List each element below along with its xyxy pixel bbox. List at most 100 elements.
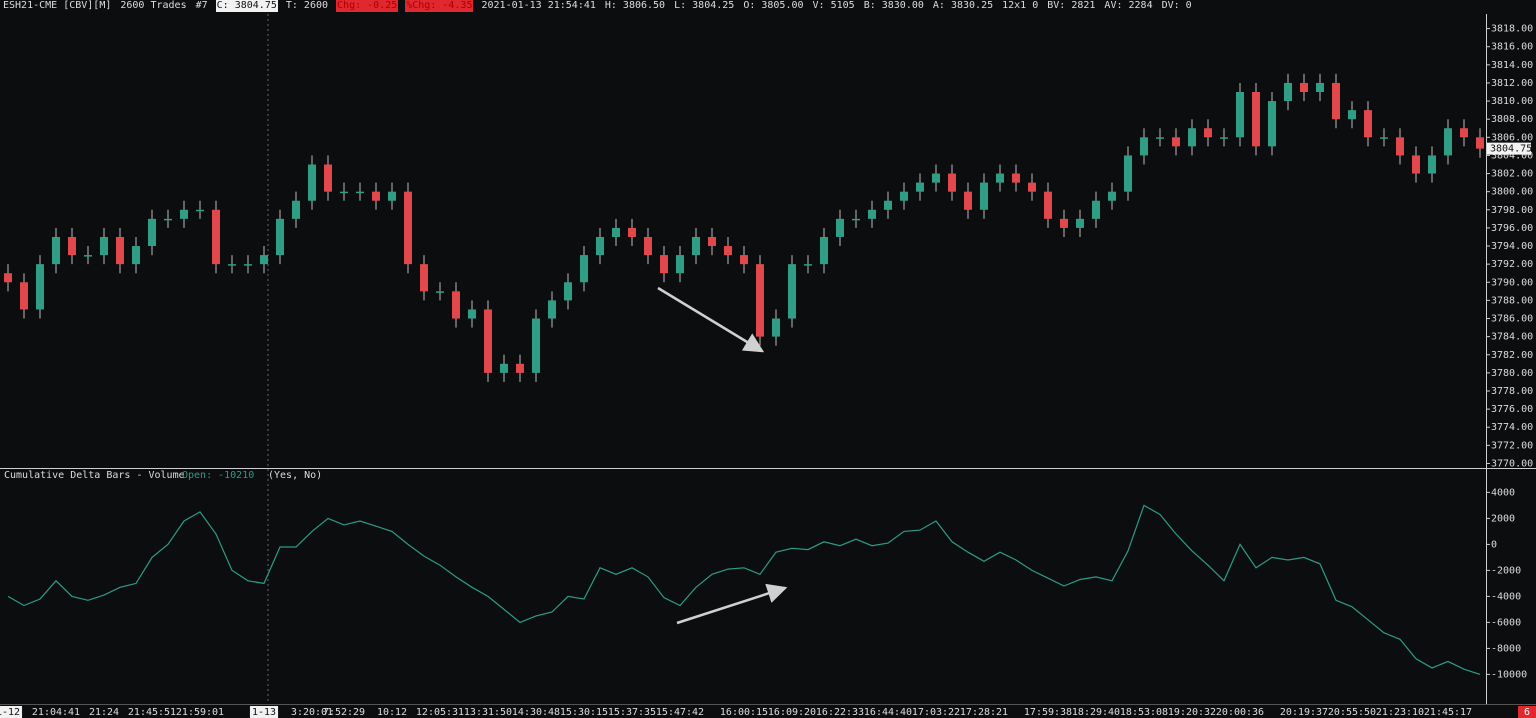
candle-body <box>644 236 652 256</box>
header-item: O: 3805.00 <box>743 0 804 11</box>
candle-body <box>276 218 284 256</box>
y-tick-label: 3814.00 <box>1491 60 1533 71</box>
header-bar: ESH21-CME [CBV][M] 2600 Trades #7 C: 3804.7… <box>2 0 1193 12</box>
header-item: C: 3804.75 <box>215 0 278 12</box>
candle-body <box>612 227 620 237</box>
x-tick-label: 20:19:37 <box>1280 707 1328 718</box>
x-tick-label: 20:00:36 <box>1216 707 1264 718</box>
candle-body <box>52 236 60 265</box>
y-tick-label: 3792.00 <box>1491 259 1533 270</box>
header-item: H: 3806.50 <box>604 0 666 11</box>
study-open: Open: -10210 <box>182 470 254 481</box>
y-tick-label: 3798.00 <box>1491 205 1533 216</box>
y-tick-label: 3796.00 <box>1491 223 1533 234</box>
candle-body <box>1156 137 1164 139</box>
candle-body <box>820 236 828 265</box>
candle-body <box>1028 182 1036 192</box>
candle-body <box>724 246 732 256</box>
candle-body <box>4 273 12 283</box>
header-item: A: 3830.25 <box>932 0 994 11</box>
candle-body <box>692 236 700 256</box>
delta-line <box>7 504 1481 675</box>
annotation-arrow <box>676 583 788 625</box>
y-tick-label: -6000 <box>1491 617 1521 628</box>
x-tick-label: 18:53:08 <box>1120 707 1168 718</box>
y-tick-label: 3800.00 <box>1491 187 1533 198</box>
study-options: (Yes, No) <box>268 470 322 481</box>
candle-body <box>180 209 188 219</box>
x-tick-label: 16:00:15 <box>720 707 768 718</box>
candle-body <box>244 264 252 266</box>
y-tick-label: 3770.00 <box>1491 458 1533 469</box>
candle-body <box>212 209 220 265</box>
candle-body <box>1188 128 1196 147</box>
candle-body <box>836 218 844 237</box>
candle-body <box>260 255 268 265</box>
y-tick-label: 3780.00 <box>1491 368 1533 379</box>
y-tick-label: 3790.00 <box>1491 277 1533 288</box>
y-tick-label: -8000 <box>1491 643 1521 654</box>
candle-body <box>868 209 876 219</box>
candle-body <box>884 200 892 210</box>
y-tick-label: 2000 <box>1491 513 1515 524</box>
x-tick-label: 16:44:40 <box>864 707 912 718</box>
candle-body <box>532 318 540 373</box>
candle-body <box>964 191 972 210</box>
candle-body <box>596 236 604 256</box>
candle-body <box>324 164 332 192</box>
x-tick-label: 15:47:42 <box>656 707 704 718</box>
x-tick-label: 1-13 <box>252 707 276 718</box>
x-tick-label: 21:45:17 <box>1424 707 1472 718</box>
x-tick-label: 3:20:01 <box>291 707 333 718</box>
x-tick-label: 21:23:10 <box>1376 707 1424 718</box>
candle-body <box>1316 82 1324 93</box>
x-tick-highlight <box>0 706 23 718</box>
y-tick-label: 0 <box>1491 539 1497 550</box>
header-item: 12x1 0 <box>1002 0 1039 11</box>
candle-body <box>932 173 940 183</box>
y-tick-label: 3802.00 <box>1491 169 1533 180</box>
y-tick-label: 3772.00 <box>1491 440 1533 451</box>
candle-body <box>468 309 476 319</box>
candle-body <box>1476 137 1484 149</box>
candle-body <box>500 363 508 373</box>
candle-body <box>564 282 572 301</box>
y-tick-label: 3784.00 <box>1491 332 1533 343</box>
candle-body <box>516 363 524 373</box>
candle-body <box>628 227 636 237</box>
header-item: 2021-01-13 21:54:41 <box>481 0 596 11</box>
last-price-label: 3804.75 <box>1490 144 1532 155</box>
y-tick-label: 3782.00 <box>1491 350 1533 361</box>
header-item: T: 2600 <box>285 0 329 11</box>
x-tick-label: 17:59:38 <box>1024 707 1072 718</box>
x-tick-label: 13:31:50 <box>464 707 512 718</box>
candle-body <box>1460 128 1468 138</box>
candle-body <box>1364 110 1372 138</box>
candle-body <box>996 173 1004 183</box>
last-price-box <box>1487 142 1531 155</box>
candle-body <box>772 318 780 337</box>
y-tick-label: -10000 <box>1491 669 1527 680</box>
candle-body <box>676 255 684 274</box>
candle-body <box>132 246 140 265</box>
candle-body <box>740 255 748 265</box>
candle-body <box>1300 82 1308 93</box>
header-item: ESH21-CME [CBV][M] <box>3 0 112 11</box>
candle-body <box>356 191 364 194</box>
candle-body <box>708 236 716 247</box>
y-tick-label: 3812.00 <box>1491 78 1533 89</box>
x-tick-label: 14:30:48 <box>512 707 560 718</box>
y-tick-label: 3794.00 <box>1491 241 1533 252</box>
header-item: V: 5105 <box>812 0 855 11</box>
annotation-arrow <box>657 286 765 353</box>
x-tick-label: 21:04:41 <box>32 707 80 718</box>
candle-body <box>1236 92 1244 138</box>
candle-body <box>1332 82 1340 120</box>
candle-body <box>1428 155 1436 174</box>
corner-label: 6 <box>1524 707 1530 718</box>
header-item: DV: 0 <box>1161 0 1192 11</box>
candle-body <box>1396 137 1404 156</box>
y-tick-label: 4000 <box>1491 487 1515 498</box>
candle-body <box>1348 110 1356 120</box>
